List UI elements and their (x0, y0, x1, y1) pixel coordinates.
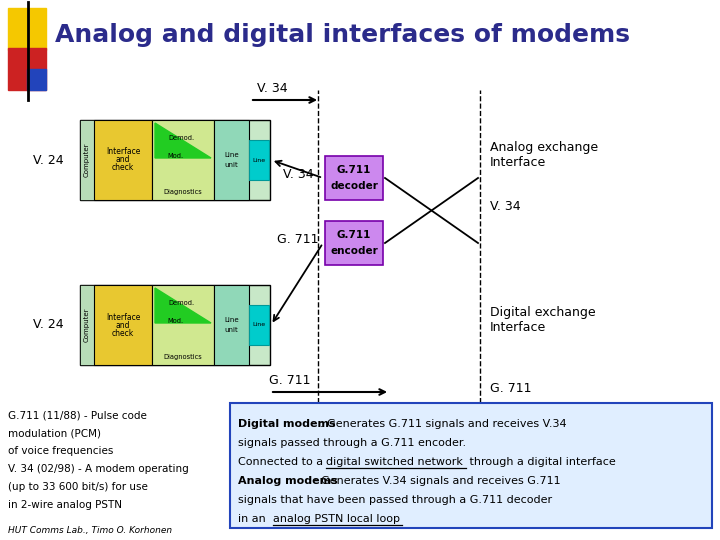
Bar (249, 140, 269, 180)
Bar (214, 120, 249, 200)
Text: V. 24: V. 24 (32, 153, 63, 166)
Polygon shape (155, 123, 211, 158)
Bar (94, 120, 152, 200)
Bar (80, 120, 270, 200)
Text: through a digital interface: through a digital interface (466, 457, 616, 467)
Bar (8, 8, 46, 50)
Bar (230, 403, 712, 528)
Text: decoder: decoder (330, 181, 378, 191)
Text: modulation (PCM): modulation (PCM) (8, 428, 101, 438)
Bar (8, 48, 46, 90)
Text: Line: Line (253, 158, 266, 163)
Text: analog PSTN local loop: analog PSTN local loop (273, 514, 400, 524)
Text: Analog and digital interfaces of modems: Analog and digital interfaces of modems (55, 23, 630, 47)
Bar (80, 120, 94, 200)
Text: encoder: encoder (330, 246, 378, 256)
Text: in an: in an (238, 514, 269, 524)
Bar (27, 69, 46, 90)
Text: signals that have been passed through a G.711 decoder: signals that have been passed through a … (238, 495, 552, 505)
Polygon shape (155, 288, 211, 323)
Text: V. 24: V. 24 (32, 319, 63, 332)
Text: G.711 (11/88) - Pulse code: G.711 (11/88) - Pulse code (8, 410, 147, 420)
Text: G. 711: G. 711 (269, 374, 311, 387)
Text: of voice frequencies: of voice frequencies (8, 446, 113, 456)
Text: Interface: Interface (106, 313, 140, 321)
Text: and: and (116, 321, 130, 329)
Text: Line: Line (253, 322, 266, 327)
Text: Mod.: Mod. (168, 318, 184, 324)
Bar (94, 285, 152, 365)
Bar (214, 285, 249, 365)
Text: G.711: G.711 (337, 165, 372, 175)
Text: Demod.: Demod. (168, 134, 195, 140)
Text: (up to 33 600 bit/s) for use: (up to 33 600 bit/s) for use (8, 482, 148, 492)
Text: Analog modems: Analog modems (238, 476, 338, 486)
Bar (325, 221, 383, 265)
Text: Analog exchange
Interface: Analog exchange Interface (490, 141, 598, 169)
Text: Digital exchange
Interface: Digital exchange Interface (490, 306, 595, 334)
Text: Connected to a: Connected to a (238, 457, 327, 467)
Text: Computer: Computer (84, 143, 90, 177)
Text: digital switched network: digital switched network (325, 457, 463, 467)
Text: Line: Line (224, 317, 239, 323)
Text: Interface: Interface (106, 147, 140, 157)
Text: Digital modems: Digital modems (238, 419, 336, 429)
Text: and: and (116, 156, 130, 165)
Bar (80, 285, 270, 365)
Text: signals passed through a G.711 encoder.: signals passed through a G.711 encoder. (238, 438, 466, 448)
Text: check: check (112, 164, 134, 172)
Text: : Generates G.711 signals and receives V.34: : Generates G.711 signals and receives V… (320, 419, 567, 429)
Text: unit: unit (225, 327, 238, 333)
Text: V. 34: V. 34 (283, 168, 313, 181)
Text: Demod.: Demod. (168, 300, 195, 306)
Text: : Generates V.34 signals and receives G.711: : Generates V.34 signals and receives G.… (314, 476, 561, 486)
Text: check: check (112, 328, 134, 338)
Bar (325, 156, 383, 200)
Text: Diagnostics: Diagnostics (163, 354, 202, 360)
Text: G. 711: G. 711 (277, 233, 319, 246)
Text: V. 34: V. 34 (490, 200, 521, 213)
Text: HUT Comms Lab., Timo O. Korhonen: HUT Comms Lab., Timo O. Korhonen (8, 526, 172, 535)
Text: in 2-wire analog PSTN: in 2-wire analog PSTN (8, 500, 122, 510)
Bar (152, 120, 214, 200)
Text: Computer: Computer (84, 308, 90, 342)
Text: Mod.: Mod. (168, 153, 184, 159)
Text: V. 34: V. 34 (257, 82, 287, 95)
Text: G.711: G.711 (337, 230, 372, 240)
Text: Diagnostics: Diagnostics (163, 189, 202, 195)
Bar (80, 285, 94, 365)
Bar (152, 285, 214, 365)
Text: Line: Line (224, 152, 239, 158)
Text: unit: unit (225, 162, 238, 168)
Text: G. 711: G. 711 (490, 382, 531, 395)
Text: V. 34 (02/98) - A modem operating: V. 34 (02/98) - A modem operating (8, 464, 189, 474)
Bar (249, 305, 269, 345)
